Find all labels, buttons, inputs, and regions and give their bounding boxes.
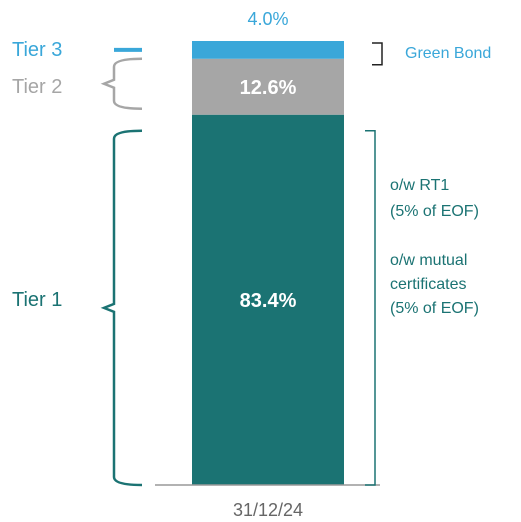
annotation: (5% of EOF): [390, 300, 479, 317]
annotation: o/w mutual: [390, 252, 467, 269]
annotation: certificates: [390, 276, 466, 293]
x-tick-label: 31/12/24: [233, 500, 303, 520]
series-label: Tier 1: [12, 289, 62, 311]
annotation: o/w RT1: [390, 177, 449, 194]
series-label: Tier 3: [12, 39, 62, 61]
annotation: Green Bond: [405, 45, 491, 62]
bracket: [365, 129, 376, 486]
bracket: [100, 129, 143, 487]
annotation: (5% of EOF): [390, 203, 479, 220]
bar-segment: [192, 41, 344, 59]
series-label: Tier 2: [12, 76, 62, 98]
bracket: [372, 42, 383, 66]
bar-segment: [192, 114, 344, 485]
value-label: 83.4%: [240, 290, 297, 312]
value-label: 4.0%: [247, 9, 288, 29]
bar-segment: [192, 58, 344, 115]
bracket: [100, 57, 143, 110]
value-label: 12.6%: [240, 77, 297, 99]
